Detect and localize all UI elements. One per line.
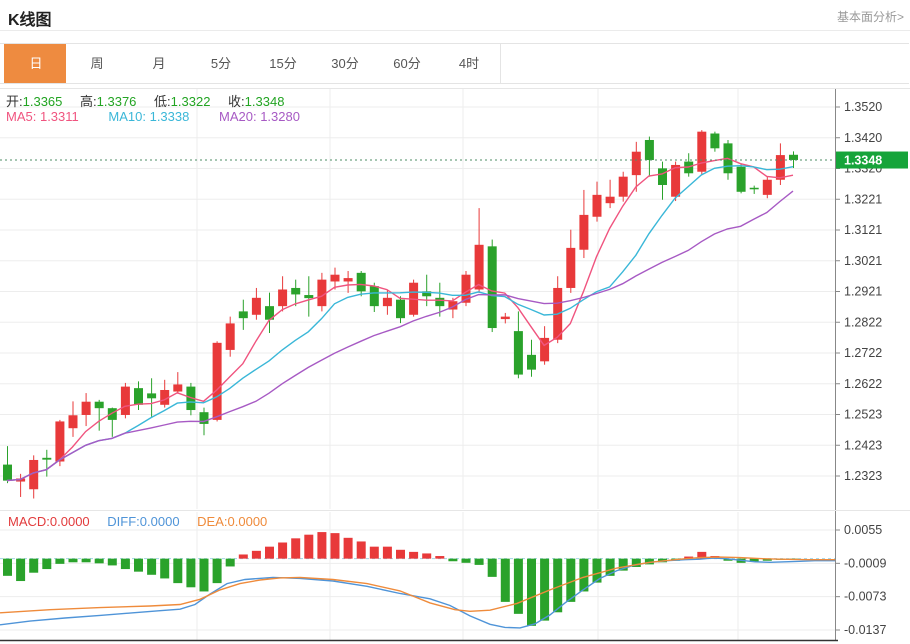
tab-5m[interactable]: 5分 (190, 44, 253, 83)
tab-month[interactable]: 月 (128, 44, 191, 83)
period-tab-bar: 日周月 5分 15分 30分 60分 4时 (0, 43, 909, 84)
dea-label: DEA: (197, 514, 228, 529)
tab-day[interactable]: 日 (4, 44, 68, 83)
open-label: 开: (6, 94, 23, 109)
price-axis-label: 1.3121 (844, 223, 882, 237)
ma20-line (6, 190, 794, 482)
macd-axis: 0.0055 -0.0009 -0.0073 -0.0137 (0, 523, 886, 637)
dea-line (0, 556, 835, 614)
price-axis-label: 1.2722 (844, 346, 882, 360)
high-label: 高: (80, 94, 97, 109)
candles-layer (3, 130, 798, 499)
ma10-line (6, 164, 794, 482)
macd-axis-label: -0.0073 (844, 590, 886, 604)
low-value: 1.3322 (170, 94, 211, 109)
price-axis-label: 1.2921 (844, 285, 882, 299)
dea-value: 0.0000 (227, 514, 268, 529)
ma5-line (6, 157, 794, 482)
price-axis-label: 1.3520 (844, 100, 882, 114)
macd-axis-label: 0.0055 (844, 523, 882, 537)
macd-axis-label: -0.0137 (844, 623, 886, 637)
ma5-label: MA5: (6, 109, 37, 124)
diff-line (0, 557, 835, 629)
macd-axis-label: -0.0009 (844, 556, 886, 570)
tab-week[interactable]: 周 (66, 44, 129, 83)
price-axis-label: 1.2822 (844, 315, 882, 329)
ohlc-readout: 开:1.3365 高:1.3376 低:1.3322 收:1.3348 (6, 91, 284, 110)
price-axis-label: 1.3021 (844, 254, 882, 268)
price-axis: 1.35201.34201.33201.32211.31211.30211.29… (835, 88, 908, 640)
ma10-value: 1.3338 (149, 109, 190, 124)
low-label: 低: (154, 94, 171, 109)
price-gridlines (0, 106, 835, 477)
diff-value: 0.0000 (139, 514, 180, 529)
fundamental-analysis-link[interactable]: 基本面分析> (836, 10, 904, 24)
macd-bars-layer (3, 532, 798, 626)
macd-label: MACD: (8, 514, 50, 529)
ma10-label: MA10: (108, 109, 146, 124)
price-axis-label: 1.2423 (844, 438, 882, 452)
tab-30m[interactable]: 30分 (314, 44, 377, 83)
price-axis-label: 1.2523 (844, 408, 882, 422)
ma5-value: 1.3311 (39, 109, 79, 124)
title-separator (0, 30, 910, 31)
price-axis-label: 1.3420 (844, 131, 882, 145)
tab-4h[interactable]: 4时 (438, 44, 501, 83)
macd-value: 0.0000 (49, 514, 90, 529)
open-value: 1.3365 (22, 94, 63, 109)
price-axis-label: 1.3221 (844, 192, 882, 206)
ma-readout: MA5: 1.3311 MA10: 1.3338 MA20: 1.3280 (6, 109, 300, 124)
close-value: 1.3348 (244, 94, 285, 109)
diff-label: DIFF: (107, 514, 140, 529)
current-price-badge (836, 151, 908, 169)
price-axis-label: 1.2622 (844, 377, 882, 391)
price-axis-label: 1.2323 (844, 469, 882, 483)
macd-readout: MACD:0.0000 DIFF:0.0000 DEA:0.0000 (8, 514, 267, 529)
current-price-badge-text: 1.3348 (844, 154, 882, 168)
close-label: 收: (228, 94, 245, 109)
tab-15m[interactable]: 15分 (252, 44, 315, 83)
ma20-label: MA20: (218, 109, 257, 124)
ma20-value: 1.3280 (260, 109, 300, 124)
page-title: K线图 (8, 12, 52, 29)
high-value: 1.3376 (96, 94, 137, 109)
tab-60m[interactable]: 60分 (376, 44, 439, 83)
